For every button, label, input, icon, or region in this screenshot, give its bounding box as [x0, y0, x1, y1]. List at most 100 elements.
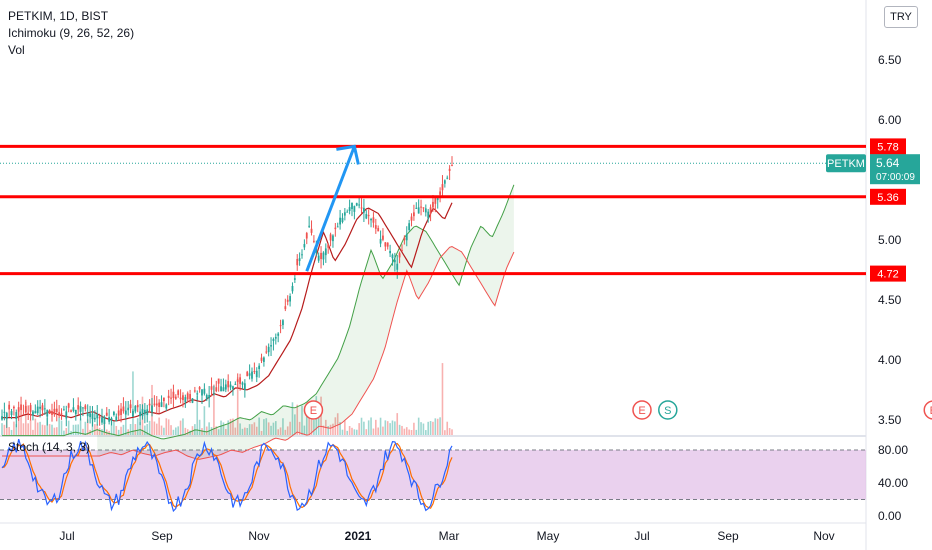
price-tick-label: 5.00: [878, 233, 902, 247]
level-label-bg: [870, 138, 906, 155]
event-marker-letter: S: [664, 405, 671, 417]
volume-bar: [13, 421, 15, 435]
price-tick-label: 4.50: [878, 293, 902, 307]
candle-body: [253, 371, 256, 373]
candle-body: [155, 403, 158, 406]
volume-bar: [446, 421, 449, 435]
volume-bar: [186, 429, 189, 435]
volume-bar: [279, 427, 282, 435]
volume-bar: [344, 420, 346, 435]
candle-body: [167, 395, 170, 398]
candle-body: [303, 244, 306, 248]
candle-body: [15, 412, 18, 419]
candle-body: [170, 397, 172, 399]
volume-bar: [29, 420, 32, 435]
event-marker-letter: E: [930, 405, 932, 417]
candle-body: [158, 402, 161, 407]
volume-bar: [51, 424, 53, 435]
candle-body: [46, 409, 49, 417]
candle-body: [193, 390, 196, 392]
candle-body: [434, 197, 437, 204]
volume-bar: [1, 423, 3, 435]
ichimoku-legend[interactable]: Ichimoku (9, 26, 52, 26): [8, 26, 135, 40]
candle-body: [120, 408, 122, 415]
stoch-legend[interactable]: Stoch (14, 3, 3): [8, 440, 91, 454]
volume-bar: [125, 418, 127, 435]
volume-bar: [294, 414, 296, 435]
candle-body: [448, 168, 451, 171]
candle-body: [389, 250, 391, 254]
candle-body: [248, 373, 251, 376]
volume-bar: [72, 424, 75, 435]
candle-body: [424, 208, 427, 213]
candle-body: [308, 225, 311, 227]
volume-legend[interactable]: Vol: [8, 43, 25, 57]
candle-body: [358, 204, 361, 206]
volume-bar: [432, 421, 434, 435]
volume-bar: [39, 421, 41, 435]
volume-bar: [296, 404, 299, 435]
candle-body: [441, 184, 444, 191]
volume-bar: [86, 419, 89, 435]
trend-arrow: [305, 145, 356, 272]
candle-body: [215, 387, 218, 392]
volume-bar: [220, 420, 222, 435]
candle-body: [291, 285, 294, 292]
candle-body: [220, 386, 222, 392]
volume-bar: [253, 422, 256, 435]
candle-body: [5, 412, 8, 420]
volume-bar: [367, 420, 370, 435]
candle-body: [432, 201, 434, 208]
candle-body: [267, 346, 270, 353]
volume-bar: [391, 420, 394, 435]
candle-body: [93, 417, 96, 420]
candle-body: [320, 252, 322, 260]
volume-bar: [160, 425, 163, 435]
candle-body: [377, 228, 380, 232]
volume-bar: [22, 423, 25, 435]
volume-bar: [365, 429, 368, 435]
candle-body: [272, 339, 275, 341]
candle-body: [234, 383, 237, 385]
volume-bar: [236, 377, 239, 435]
candle-body: [227, 381, 230, 388]
candle-body: [201, 389, 203, 396]
candle-body: [74, 409, 77, 415]
stoch-tick-label: 80.00: [878, 443, 908, 457]
volume-bar: [167, 419, 170, 435]
volume-bar: [451, 429, 453, 435]
volume-bar: [305, 410, 308, 435]
stoch-tick-label: 0.00: [878, 509, 902, 523]
candle-body: [224, 384, 227, 390]
candle-body: [327, 244, 330, 248]
candle-body: [279, 325, 282, 327]
level-label: 5.36: [877, 192, 898, 204]
volume-bar: [313, 420, 315, 435]
volume-bar: [113, 420, 115, 435]
trend-arrow-head: [336, 144, 360, 165]
candle-body: [77, 405, 80, 410]
candle-body: [313, 240, 315, 242]
candle-body: [65, 411, 68, 419]
candle-body: [48, 410, 51, 414]
event-marker-icon: [923, 400, 932, 420]
volume-bar: [244, 427, 246, 435]
candle-body: [24, 406, 27, 413]
candle-body: [324, 248, 327, 256]
candle-body: [10, 411, 13, 416]
candle-body: [367, 215, 370, 217]
candle-body: [415, 207, 418, 209]
candle-body: [429, 207, 432, 214]
candle-body: [84, 405, 87, 410]
candle-body: [255, 370, 258, 378]
candle-body: [348, 207, 351, 211]
volume-bar: [189, 430, 191, 435]
volume-bar: [434, 418, 437, 435]
candle-body: [355, 203, 358, 206]
currency-button[interactable]: TRY: [884, 6, 918, 28]
volume-bar: [322, 425, 325, 435]
volume-bar: [222, 422, 225, 435]
volume-bar: [75, 424, 77, 435]
candle-body: [405, 234, 408, 241]
